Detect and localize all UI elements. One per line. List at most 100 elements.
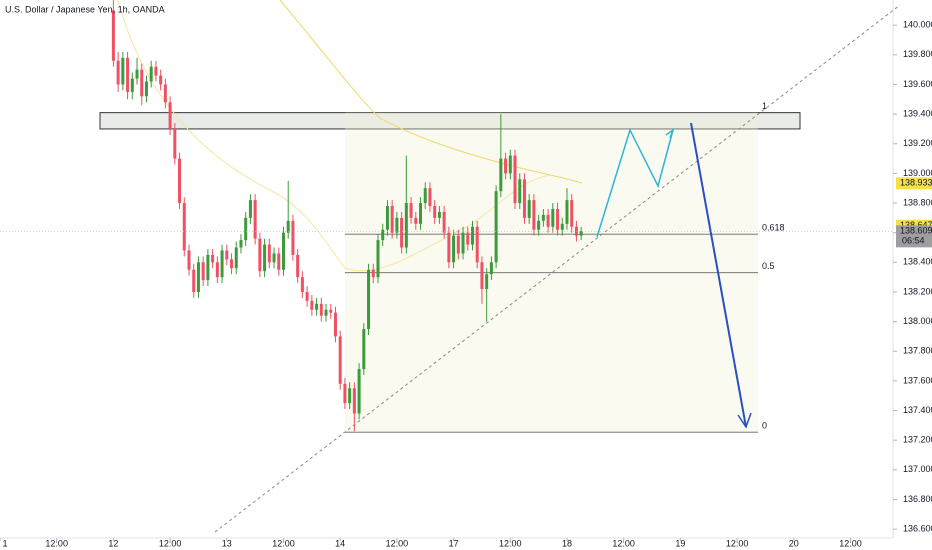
candle-body (385, 206, 389, 230)
candle-body (527, 200, 531, 218)
x-tick-label: 18 (562, 538, 572, 548)
y-tick-label: 139.600 (903, 79, 932, 89)
candle-body (130, 78, 134, 92)
candle-body (225, 250, 229, 260)
candle-body (409, 203, 413, 218)
candle-body (532, 200, 536, 230)
candle-body (178, 158, 182, 204)
candle-body (352, 388, 356, 414)
candle-body (480, 262, 484, 290)
fib-label: 0.618 (762, 223, 785, 233)
candle-body (319, 303, 323, 316)
candle-body (433, 206, 437, 218)
price-label-box (896, 225, 932, 248)
y-tick-label: 139.800 (903, 49, 932, 59)
x-tick-label: 12:00 (45, 538, 68, 548)
candle-body (154, 66, 158, 76)
candle-body (281, 232, 285, 270)
candle-body (168, 102, 172, 129)
candle-body (239, 240, 243, 248)
candle-body (296, 254, 300, 278)
candle-body (485, 274, 489, 290)
candle-body (196, 262, 200, 292)
price-label: 138.609 (900, 226, 932, 236)
y-tick-label: 136.800 (903, 494, 932, 504)
candle-body (126, 57, 130, 92)
candle-body (144, 81, 148, 97)
candle-body (135, 69, 139, 79)
candle-body (357, 369, 361, 414)
candle-body (305, 291, 309, 301)
candle-body (192, 269, 196, 292)
candle-body (173, 128, 177, 159)
candle-body (504, 158, 508, 174)
x-tick-label: 12:00 (159, 538, 182, 548)
x-tick-label: 12:00 (612, 538, 635, 548)
x-tick-label: 12:00 (272, 538, 295, 548)
moving-average (117, 0, 551, 272)
projection-path (690, 122, 747, 428)
candle-body (300, 277, 304, 292)
x-tick-label: 13 (222, 538, 232, 548)
x-tick-label: 17 (449, 538, 459, 548)
candle-body (414, 217, 418, 224)
candle-body (329, 309, 333, 313)
moving-average (279, 0, 583, 184)
candle-body (395, 217, 399, 233)
candle-body (537, 220, 541, 230)
candle-body (461, 232, 465, 254)
candle-body (470, 226, 474, 245)
y-tick-label: 139.200 (903, 138, 932, 148)
candle-body (381, 229, 385, 241)
candle-body (267, 244, 271, 263)
candle-body (263, 244, 267, 272)
candle-body (286, 220, 290, 233)
candle-body (466, 232, 470, 245)
candle-body (201, 262, 205, 281)
x-tick-label: 20 (789, 538, 799, 548)
candle-body (244, 217, 248, 241)
candle-body (140, 69, 144, 97)
candle-body (556, 208, 560, 230)
candle-body (258, 238, 262, 272)
price-label: 138.647 (900, 220, 932, 230)
price-label: 138.933 (900, 178, 932, 188)
fib-label: 0.5 (762, 261, 775, 271)
candle-body (187, 250, 191, 270)
candle-body (546, 214, 550, 227)
candle-body (230, 259, 234, 269)
candle-body (371, 269, 375, 278)
candle-body (447, 232, 451, 263)
candle-body (513, 155, 517, 204)
candle-body (253, 200, 257, 239)
x-tick-label: 12 (108, 538, 118, 548)
candle-body (343, 383, 347, 404)
x-tick-label: 19 (675, 538, 685, 548)
y-tick-label: 139.000 (903, 168, 932, 178)
price-label-time: 06:54 (902, 236, 925, 246)
candle-body (182, 203, 186, 251)
y-tick-label: 137.600 (903, 375, 932, 385)
x-tick-label: 12:00 (499, 538, 522, 548)
y-tick-label: 137.200 (903, 435, 932, 445)
y-tick-label: 138.800 (903, 197, 932, 207)
candle-body (220, 250, 224, 278)
x-tick-label: 1 (2, 538, 7, 548)
candle-body (400, 217, 404, 248)
candle-body (437, 211, 441, 218)
x-tick-label: 12:00 (386, 538, 409, 548)
candle-body (206, 254, 210, 281)
candle-body (333, 312, 337, 337)
candle-body (494, 191, 498, 263)
trend-line (214, 4, 901, 533)
candle-body (234, 247, 238, 269)
arrow-head (737, 412, 752, 429)
y-tick-label: 140.000 (903, 20, 932, 30)
candle-body (362, 329, 366, 370)
candle-body (560, 223, 564, 230)
y-tick-label: 138.400 (903, 257, 932, 267)
candle-body (376, 240, 380, 278)
candle-body (215, 262, 219, 278)
